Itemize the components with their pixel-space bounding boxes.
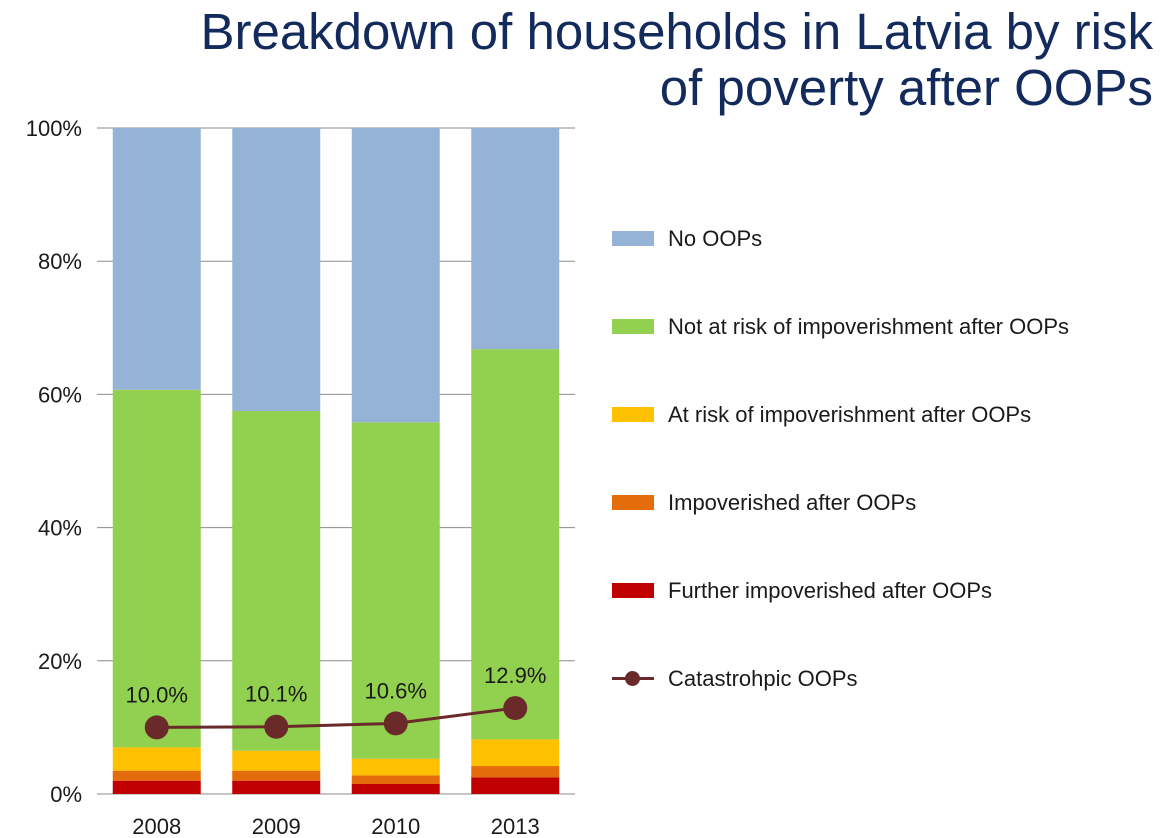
bar-segment — [471, 777, 560, 794]
data-label: 10.1% — [245, 682, 307, 707]
legend-swatch — [612, 407, 654, 422]
y-tick-label: 0% — [50, 782, 82, 807]
bar-segment — [471, 739, 560, 767]
legend-label: Not at risk of impoverishment after OOPs — [668, 314, 1070, 339]
bar-segment — [351, 758, 440, 776]
legend-label: Impoverished after OOPs — [668, 490, 917, 515]
bar-segment — [471, 349, 560, 740]
bar-segment — [232, 770, 321, 781]
bar-segment — [232, 128, 321, 412]
x-tick-label: 2008 — [132, 814, 181, 838]
legend-swatch — [612, 319, 654, 334]
legend-item: Catastrohpic OOPs — [612, 666, 1069, 754]
legend-swatch — [612, 495, 654, 510]
bar-segment — [232, 411, 321, 751]
chart-title-line-2: of poverty after OOPs — [659, 59, 1153, 116]
legend-line-marker — [612, 666, 654, 692]
chart-legend: No OOPs Not at risk of impoverishment aft… — [612, 226, 1069, 754]
bar-segment — [232, 780, 321, 794]
catastrophic-oops-point — [144, 715, 169, 740]
catastrophic-oops-point — [383, 711, 408, 736]
stacked-bar-chart: 0% 20% 40% 60% 80% 100% 2008 2009 2010 2013 10.0% 1… — [26, 116, 575, 838]
legend-item: No OOPs — [612, 226, 1069, 314]
x-tick-label: 2013 — [491, 814, 540, 838]
x-tick-label: 2009 — [252, 814, 301, 838]
chart-title: Breakdown of households in Latvia by ris… — [73, 4, 1153, 116]
catastrophic-oops-point — [264, 714, 289, 739]
bar-segment — [351, 422, 440, 759]
legend-swatch — [612, 583, 654, 598]
data-label: 12.9% — [484, 663, 546, 688]
data-label: 10.6% — [365, 678, 427, 703]
bar-segment — [232, 750, 321, 771]
chart-title-line-1: Breakdown of households in Latvia by ris… — [200, 3, 1153, 60]
legend-label: At risk of impoverishment after OOPs — [668, 402, 1032, 427]
data-label: 10.0% — [126, 682, 188, 707]
bar-segment — [351, 784, 440, 794]
bar-segment — [112, 747, 201, 771]
bar-segment — [471, 128, 560, 350]
legend-swatch — [612, 231, 654, 246]
bar-segment — [112, 780, 201, 794]
y-tick-label: 20% — [38, 649, 82, 674]
bar-segment — [351, 128, 440, 423]
bar-segment — [112, 389, 201, 748]
legend-item: Not at risk of impoverishment after OOPs — [612, 314, 1069, 402]
bar-segment — [351, 775, 440, 785]
legend-label: No OOPs — [668, 226, 763, 251]
y-tick-label: 40% — [38, 516, 82, 541]
legend-item: At risk of impoverishment after OOPs — [612, 402, 1069, 490]
y-tick-label: 60% — [38, 382, 82, 407]
legend-item: Impoverished after OOPs — [612, 490, 1069, 578]
catastrophic-oops-line — [156, 706, 516, 729]
bar-segment — [471, 766, 560, 778]
legend-label: Further impoverished after OOPs — [668, 578, 993, 603]
y-tick-label: 80% — [38, 249, 82, 274]
x-tick-label: 2010 — [371, 814, 420, 838]
legend-label: Catastrohpic OOPs — [668, 666, 858, 691]
legend-item: Further impoverished after OOPs — [612, 578, 1069, 666]
y-tick-label: 100% — [26, 116, 82, 141]
bar-segment — [112, 770, 201, 781]
bar-segment — [112, 128, 201, 390]
catastrophic-oops-point — [503, 696, 528, 721]
